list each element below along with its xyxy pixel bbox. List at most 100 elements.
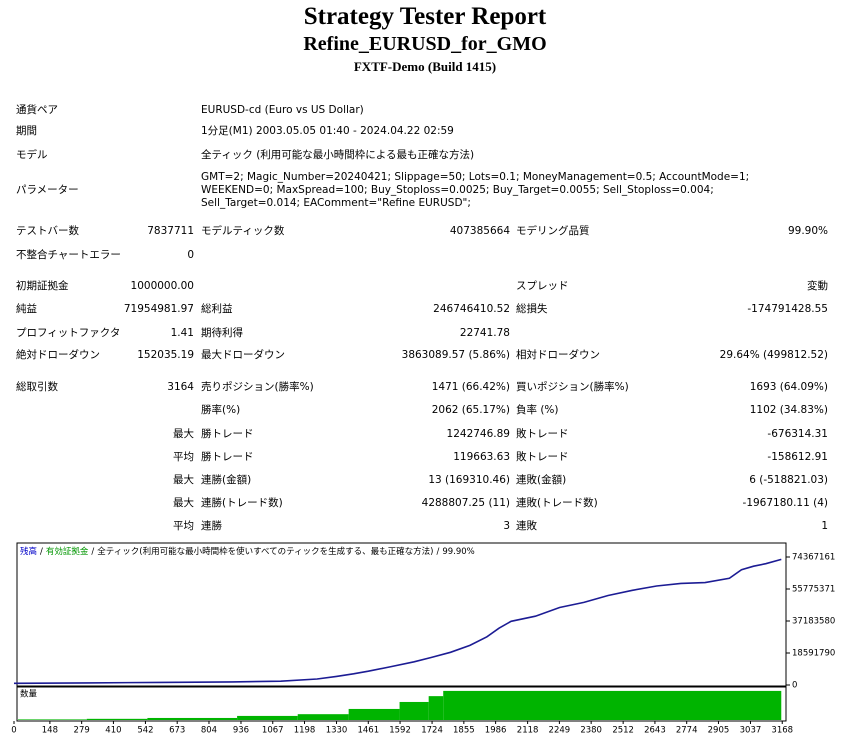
stat-value: 7837711 [147, 225, 194, 237]
stat-value: -158612.91 [767, 451, 828, 463]
stat-label: 敗トレード [516, 451, 569, 463]
stat-label: 期待利得 [201, 327, 243, 339]
stat-value: 変動 [807, 280, 828, 292]
stat-label: 敗トレード [516, 428, 569, 440]
stat-label: 連敗 [516, 520, 537, 532]
title: Strategy Tester Report [303, 3, 547, 30]
x-tick-label: 148 [42, 726, 58, 736]
stat-prefix: 最大 [173, 474, 194, 486]
info-label: 期間 [16, 125, 37, 137]
stat-value: 2062 (65.17%) [431, 404, 510, 416]
y-tick-label: 55775371 [792, 584, 835, 594]
stat-value: 29.64% (499812.52) [719, 349, 828, 361]
stat-label: 連勝 [201, 520, 222, 532]
x-tick-label: 0 [11, 726, 16, 736]
x-tick-label: 2118 [517, 726, 539, 736]
stat-prefix: 平均 [173, 520, 194, 532]
x-tick-label: 2905 [708, 726, 730, 736]
legend-item: 残高 [20, 546, 37, 557]
volume-bar [428, 696, 444, 720]
x-tick-label: 1067 [262, 726, 284, 736]
stat-label: 勝率(%) [201, 404, 241, 416]
legend-item: 全ティック(利用可能な最小時間枠を使いすべてのティックを生成する、最も正確な方法… [97, 546, 433, 557]
stat-value: 3164 [167, 381, 194, 393]
x-tick-label: 3037 [740, 726, 762, 736]
stat-value: 6 (-518821.03) [749, 474, 828, 486]
stat-value: -676314.31 [767, 428, 828, 440]
legend: 残高 / 有効証拠金 / 全ティック(利用可能な最小時間枠を使いすべてのティックを生成す… [20, 546, 475, 557]
stat-label: 相対ドローダウン [516, 349, 600, 361]
legend-separator: / [40, 547, 43, 557]
stat-label: 不整合チャートエラー [16, 249, 121, 261]
server: FXTF-Demo (Build 1415) [353, 59, 497, 74]
y-tick-label: 0 [792, 681, 797, 691]
stat-label: 純益 [16, 303, 37, 315]
stat-label: 勝トレード [201, 428, 254, 440]
y-tick-label: 74367161 [792, 552, 835, 562]
volume-bar [237, 715, 298, 720]
stat-value: 1471 (66.42%) [431, 381, 510, 393]
stat-label: 売りポジション(勝率%) [201, 381, 314, 393]
stat-value: 3863089.57 (5.86%) [401, 349, 510, 361]
x-tick-label: 804 [201, 726, 217, 736]
stat-value: 1 [821, 520, 828, 532]
stat-label: モデリング品質 [516, 225, 590, 237]
x-tick-label: 673 [169, 726, 185, 736]
balance-line [13, 558, 782, 685]
stat-label: スプレッド [516, 280, 569, 292]
plot-frame [16, 542, 787, 687]
legend-item: 99.90% [442, 547, 474, 557]
info-value: 1分足(M1) 2003.05.05 01:40 - 2024.04.22 02… [201, 125, 454, 137]
stat-label: テストバー数 [16, 225, 79, 237]
stat-label: 総取引数 [16, 381, 58, 393]
legend-item: 有効証拠金 [46, 546, 89, 557]
volume-label: 数量 [20, 689, 38, 700]
stat-value: 1.41 [170, 327, 194, 339]
stat-prefix: 最大 [173, 428, 194, 440]
volume-bar [443, 690, 782, 720]
info-label: モデル [16, 149, 48, 161]
x-tick-label: 1592 [389, 726, 411, 736]
x-tick-label: 2380 [580, 726, 602, 736]
x-tick-label: 1330 [326, 726, 348, 736]
stat-value: 22741.78 [459, 327, 510, 339]
stat-label: モデルティック数 [201, 225, 285, 237]
info-value: GMT=2; Magic_Number=20240421; Slippage=5… [201, 171, 750, 209]
x-tick-label: 1198 [294, 726, 316, 736]
info-value: 全ティック (利用可能な最小時間枠による最も正確な方法) [201, 149, 475, 161]
x-tick-label: 2249 [549, 726, 571, 736]
x-tick-label: 1855 [453, 726, 475, 736]
stat-value: 1102 (34.83%) [749, 404, 828, 416]
volume-bar [86, 718, 148, 720]
stat-value: 1000000.00 [130, 280, 194, 292]
volume-bar [399, 701, 429, 720]
stat-label: 連敗(金額) [516, 474, 567, 486]
subtitle: Refine_EURUSD_for_GMO [303, 33, 547, 55]
stat-label: 最大ドローダウン [201, 349, 285, 361]
x-tick-label: 1461 [357, 726, 379, 736]
x-tick-label: 1724 [421, 726, 443, 736]
stat-value: 71954981.97 [123, 303, 194, 315]
stat-label: 連勝(トレード数) [201, 497, 283, 509]
stat-value: 4288807.25 (11) [421, 497, 510, 509]
stat-value: -1967180.11 (4) [742, 497, 828, 509]
stat-value: 1693 (64.09%) [749, 381, 828, 393]
x-tick-label: 542 [137, 726, 153, 736]
y-tick-label: 18591790 [792, 648, 835, 658]
stat-value: 13 (169310.46) [428, 474, 510, 486]
volume-bar [297, 714, 349, 720]
info-label: 通貨ペア [16, 104, 58, 116]
stat-value: 0 [187, 249, 194, 261]
volume-bar [348, 708, 400, 720]
stat-value: 3 [503, 520, 510, 532]
stat-value: 246746410.52 [433, 303, 510, 315]
x-tick-label: 410 [105, 726, 121, 736]
x-tick-label: 2643 [644, 726, 666, 736]
x-tick-label: 3168 [771, 726, 793, 736]
x-tick-label: 2774 [676, 726, 698, 736]
x-tick-label: 1986 [485, 726, 507, 736]
stat-label: 連敗(トレード数) [516, 497, 598, 509]
stat-label: プロフィットファクタ [16, 327, 121, 339]
stat-value: 99.90% [787, 225, 828, 237]
